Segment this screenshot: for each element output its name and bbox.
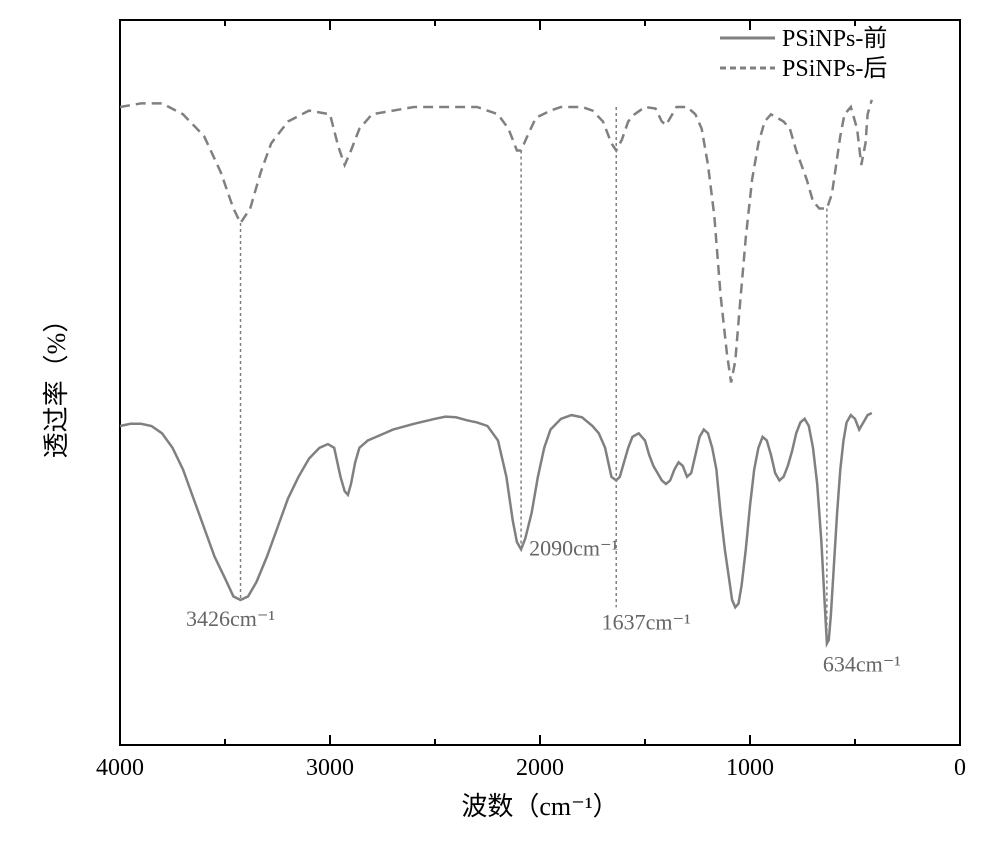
series-PSiNPs-后 [120,100,872,383]
peak-label: 2090cm⁻¹ [529,535,618,560]
peak-label: 1637cm⁻¹ [602,609,691,634]
plot-border [120,20,960,745]
x-tick-label: 3000 [306,755,354,781]
ftir-chart: 0 1000 2000 3000 4000 波数（cm⁻¹） 透过率（%） 3426cm⁻¹ 2… [0,0,1000,845]
chart-svg: 0 1000 2000 3000 4000 波数（cm⁻¹） 透过率（%） 3426cm⁻¹ 2… [0,0,1000,845]
x-tick-label: 2000 [516,755,564,781]
legend-label: PSiNPs-前 [782,25,887,52]
x-axis-label: 波数（cm⁻¹） [461,792,618,821]
peak-label: 634cm⁻¹ [823,652,901,677]
x-tick-label: 0 [954,755,966,781]
peak-label: 3426cm⁻¹ [186,606,275,631]
x-tick-label: 4000 [96,755,144,781]
legend-label: PSiNPs-后 [782,55,887,82]
x-tick-label: 1000 [726,755,774,781]
y-axis-label: 透过率（%） [42,307,71,459]
